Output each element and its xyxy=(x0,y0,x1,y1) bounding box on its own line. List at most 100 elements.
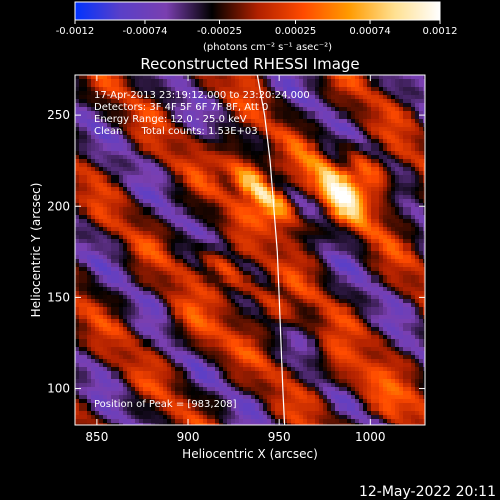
heatmap-pixel xyxy=(147,215,152,220)
heatmap-pixel xyxy=(135,327,140,332)
heatmap-pixel xyxy=(95,255,100,260)
heatmap-pixel xyxy=(75,287,80,292)
heatmap-pixel xyxy=(119,411,124,416)
heatmap-pixel xyxy=(227,287,232,292)
heatmap-pixel xyxy=(167,99,172,104)
heatmap-pixel xyxy=(283,375,288,380)
heatmap-pixel xyxy=(183,351,188,356)
heatmap-pixel xyxy=(111,343,116,348)
heatmap-pixel xyxy=(135,135,140,140)
heatmap-pixel xyxy=(155,407,160,412)
heatmap-pixel xyxy=(291,383,296,388)
heatmap-pixel xyxy=(223,383,228,388)
heatmap-pixel xyxy=(183,327,188,332)
heatmap-pixel xyxy=(207,223,212,228)
heatmap-pixel xyxy=(87,251,92,256)
heatmap-pixel xyxy=(155,107,160,112)
heatmap-pixel xyxy=(139,135,144,140)
heatmap-pixel xyxy=(107,303,112,308)
heatmap-pixel xyxy=(175,195,180,200)
heatmap-pixel xyxy=(163,147,168,152)
heatmap-pixel xyxy=(167,359,172,364)
heatmap-pixel xyxy=(159,283,164,288)
heatmap-pixel xyxy=(131,183,136,188)
heatmap-pixel xyxy=(215,347,220,352)
heatmap-pixel xyxy=(163,235,168,240)
heatmap-pixel xyxy=(127,107,132,112)
heatmap-pixel xyxy=(279,239,284,244)
heatmap-pixel xyxy=(295,323,300,328)
heatmap-pixel xyxy=(159,91,164,96)
heatmap-pixel xyxy=(111,207,116,212)
heatmap-pixel xyxy=(151,399,156,404)
heatmap-pixel xyxy=(203,327,208,332)
heatmap-pixel xyxy=(95,319,100,324)
heatmap-pixel xyxy=(119,379,124,384)
heatmap-pixel xyxy=(107,387,112,392)
heatmap-pixel xyxy=(295,203,300,208)
heatmap-pixel xyxy=(187,359,192,364)
heatmap-pixel xyxy=(267,315,272,320)
heatmap-pixel xyxy=(179,79,184,84)
heatmap-pixel xyxy=(115,295,120,300)
heatmap-pixel xyxy=(247,187,252,192)
heatmap-pixel xyxy=(247,339,252,344)
heatmap-pixel xyxy=(223,223,228,228)
heatmap-pixel xyxy=(183,287,188,292)
heatmap-pixel xyxy=(155,175,160,180)
heatmap-pixel xyxy=(183,407,188,412)
heatmap-pixel xyxy=(203,259,208,264)
heatmap-pixel xyxy=(243,299,248,304)
heatmap-pixel xyxy=(75,339,80,344)
heatmap-pixel xyxy=(95,139,100,144)
heatmap-pixel xyxy=(235,311,240,316)
heatmap-pixel xyxy=(175,263,180,268)
heatmap-pixel xyxy=(127,407,132,412)
heatmap-pixel xyxy=(271,383,276,388)
heatmap-pixel xyxy=(119,123,124,128)
heatmap-pixel xyxy=(99,187,104,192)
heatmap-pixel xyxy=(195,399,200,404)
heatmap-pixel xyxy=(167,95,172,100)
heatmap-pixel xyxy=(127,307,132,312)
heatmap-pixel xyxy=(299,75,304,80)
heatmap-pixel xyxy=(111,239,116,244)
heatmap-pixel xyxy=(283,87,288,92)
heatmap-pixel xyxy=(231,219,236,224)
heatmap-pixel xyxy=(215,311,220,316)
heatmap-pixel xyxy=(283,423,288,425)
heatmap-pixel xyxy=(179,391,184,396)
heatmap-pixel xyxy=(239,123,244,128)
heatmap-pixel xyxy=(123,211,128,216)
heatmap-pixel xyxy=(215,87,220,92)
heatmap-pixel xyxy=(115,287,120,292)
heatmap-pixel xyxy=(135,195,140,200)
heatmap-pixel xyxy=(151,263,156,268)
heatmap-pixel xyxy=(99,219,104,224)
heatmap-pixel xyxy=(227,267,232,272)
heatmap-pixel xyxy=(79,315,84,320)
heatmap-pixel xyxy=(83,191,88,196)
heatmap-pixel xyxy=(115,191,120,196)
heatmap-pixel xyxy=(267,127,272,132)
heatmap-pixel xyxy=(195,243,200,248)
heatmap-pixel xyxy=(291,211,296,216)
heatmap-pixel xyxy=(299,95,304,100)
heatmap-pixel xyxy=(123,183,128,188)
heatmap-pixel xyxy=(87,199,92,204)
heatmap-pixel xyxy=(135,351,140,356)
heatmap-pixel xyxy=(155,127,160,132)
heatmap-pixel xyxy=(279,75,284,80)
heatmap-pixel xyxy=(151,359,156,364)
heatmap-pixel xyxy=(207,375,212,380)
heatmap-pixel xyxy=(255,251,260,256)
heatmap-pixel xyxy=(139,319,144,324)
heatmap-pixel xyxy=(123,307,128,312)
heatmap-pixel xyxy=(287,103,292,108)
heatmap-pixel xyxy=(195,139,200,144)
heatmap-pixel xyxy=(91,375,96,380)
heatmap-pixel xyxy=(187,351,192,356)
heatmap-pixel xyxy=(103,335,108,340)
heatmap-pixel xyxy=(175,335,180,340)
heatmap-pixel xyxy=(275,135,280,140)
